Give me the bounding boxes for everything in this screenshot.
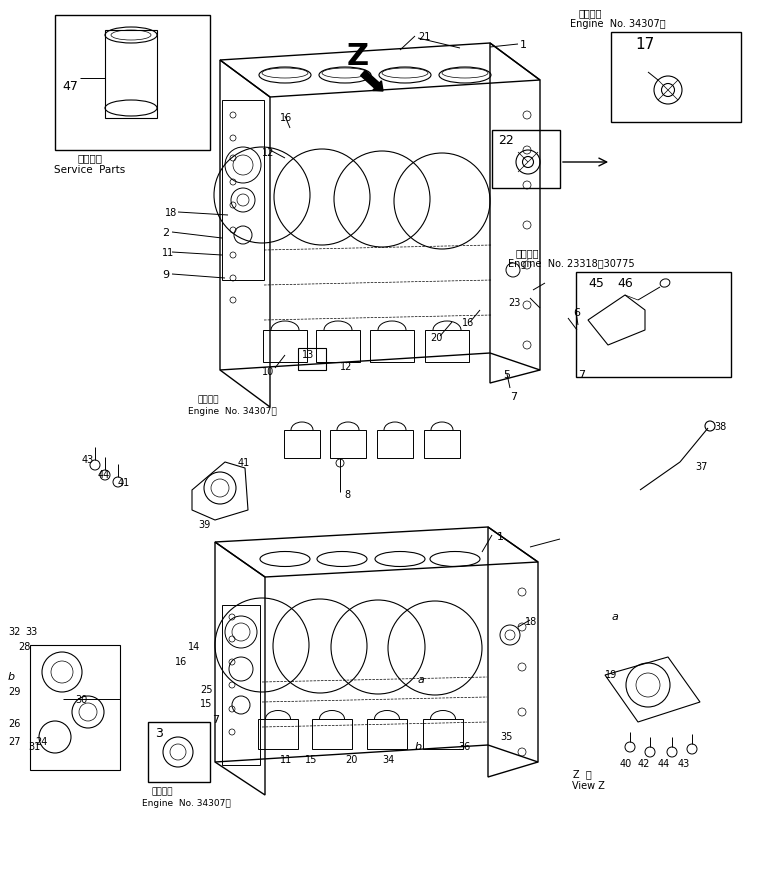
Text: 2: 2 xyxy=(162,228,169,238)
Text: b: b xyxy=(415,742,422,752)
Text: 25: 25 xyxy=(200,685,212,695)
Text: 16: 16 xyxy=(175,657,187,667)
Text: 34: 34 xyxy=(382,755,394,765)
Text: 8: 8 xyxy=(344,490,350,500)
Text: 23: 23 xyxy=(508,298,521,308)
Bar xyxy=(423,719,463,749)
Text: 16: 16 xyxy=(280,113,292,123)
Text: 11: 11 xyxy=(162,248,175,258)
Text: 12: 12 xyxy=(340,362,352,372)
Text: View Z: View Z xyxy=(572,781,605,791)
Text: 37: 37 xyxy=(695,462,707,472)
Bar xyxy=(576,272,731,377)
Text: Engine  No. 34307～: Engine No. 34307～ xyxy=(570,19,666,29)
Text: Z  視: Z 視 xyxy=(573,769,592,779)
Text: 26: 26 xyxy=(8,719,20,729)
Bar xyxy=(316,330,360,362)
Text: 適用号機: 適用号機 xyxy=(198,395,219,404)
Text: 21: 21 xyxy=(418,32,431,42)
Text: 33: 33 xyxy=(25,627,37,637)
Text: Engine  No. 23318～30775: Engine No. 23318～30775 xyxy=(508,259,634,269)
Text: 適用号機: 適用号機 xyxy=(579,8,602,18)
Text: 42: 42 xyxy=(638,759,651,769)
Text: 46: 46 xyxy=(617,277,633,290)
Text: Z: Z xyxy=(347,42,369,71)
Text: 19: 19 xyxy=(605,670,618,680)
Text: 29: 29 xyxy=(8,687,20,697)
Text: 24: 24 xyxy=(35,737,48,747)
Text: 10: 10 xyxy=(262,367,275,377)
Text: 18: 18 xyxy=(525,617,538,627)
Bar xyxy=(222,605,260,765)
Text: 27: 27 xyxy=(8,737,21,747)
Text: 41: 41 xyxy=(238,458,250,468)
Text: 13: 13 xyxy=(302,350,315,360)
Text: 1: 1 xyxy=(497,532,504,542)
Text: 3: 3 xyxy=(155,727,163,740)
Text: 17: 17 xyxy=(635,37,654,52)
Bar xyxy=(425,330,469,362)
Text: 30: 30 xyxy=(75,695,87,705)
Text: 36: 36 xyxy=(458,742,471,752)
Text: 20: 20 xyxy=(345,755,358,765)
Text: 16: 16 xyxy=(462,318,474,328)
Text: Engine  No. 34307～: Engine No. 34307～ xyxy=(142,799,231,808)
Text: 44: 44 xyxy=(658,759,671,769)
Bar xyxy=(330,430,366,458)
Text: b: b xyxy=(8,672,15,682)
Text: 39: 39 xyxy=(198,520,210,530)
Text: 20: 20 xyxy=(430,333,442,343)
Text: 47: 47 xyxy=(62,80,78,93)
Text: 28: 28 xyxy=(18,642,30,652)
Bar xyxy=(105,30,157,118)
Text: 12: 12 xyxy=(262,148,275,158)
Bar xyxy=(30,645,120,770)
Text: 15: 15 xyxy=(200,699,212,709)
Bar xyxy=(370,330,414,362)
Bar xyxy=(424,430,460,458)
Bar xyxy=(263,330,307,362)
Bar xyxy=(367,719,407,749)
Bar xyxy=(258,719,298,749)
Text: 適用号機: 適用号機 xyxy=(516,248,540,258)
Text: 15: 15 xyxy=(305,755,318,765)
Text: Service  Parts: Service Parts xyxy=(55,165,125,175)
Bar xyxy=(298,348,326,370)
Text: 44: 44 xyxy=(98,470,110,480)
Text: 18: 18 xyxy=(165,208,177,218)
Text: 7: 7 xyxy=(578,370,585,380)
Text: Engine  No. 34307～: Engine No. 34307～ xyxy=(188,407,277,416)
Text: 適用号機: 適用号機 xyxy=(152,787,174,796)
Text: 32: 32 xyxy=(8,627,20,637)
Bar xyxy=(611,32,741,122)
Text: 45: 45 xyxy=(588,277,604,290)
Text: 41: 41 xyxy=(118,478,130,488)
Text: a: a xyxy=(612,612,619,622)
Text: 22: 22 xyxy=(498,134,514,147)
Text: 43: 43 xyxy=(82,455,95,465)
Text: 40: 40 xyxy=(620,759,632,769)
Text: a: a xyxy=(418,675,425,685)
Text: 14: 14 xyxy=(188,642,200,652)
Text: 7: 7 xyxy=(212,715,219,725)
Bar xyxy=(492,130,560,188)
Text: 1: 1 xyxy=(520,40,527,50)
Text: 43: 43 xyxy=(678,759,691,769)
Text: 31: 31 xyxy=(28,742,40,752)
Text: 6: 6 xyxy=(573,308,580,318)
Text: 11: 11 xyxy=(280,755,292,765)
Bar xyxy=(222,100,264,280)
Text: 35: 35 xyxy=(500,732,512,742)
Bar xyxy=(312,719,352,749)
Text: 5: 5 xyxy=(503,370,510,380)
Bar xyxy=(148,722,210,782)
Text: 補給専用: 補給専用 xyxy=(78,153,102,163)
Bar xyxy=(377,430,413,458)
FancyArrow shape xyxy=(361,71,383,91)
Text: 7: 7 xyxy=(510,392,517,402)
Text: 9: 9 xyxy=(162,270,169,280)
Bar xyxy=(55,15,210,150)
Text: 38: 38 xyxy=(714,422,726,432)
Bar xyxy=(284,430,320,458)
